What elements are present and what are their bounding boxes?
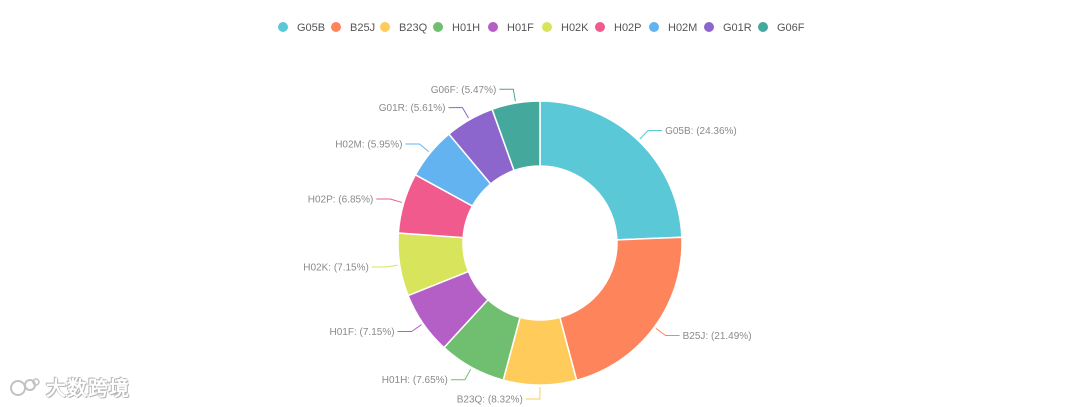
label-line [371, 264, 398, 268]
legend-item-h02p[interactable]: H02P [595, 22, 642, 34]
label-line [639, 129, 663, 140]
legend-label: B25J [350, 22, 375, 34]
legend-marker [758, 22, 768, 32]
label-line [499, 88, 516, 102]
slice-label-h02m: H02M: (5.95%) [335, 139, 402, 150]
legend-marker [433, 22, 443, 32]
slice-label-g06f: G06F: (5.47%) [431, 85, 497, 96]
legend-marker [278, 22, 288, 32]
legend-label: G05B [297, 22, 325, 34]
legend-label: G01R [723, 22, 752, 34]
legend-item-g05b[interactable]: G05B [278, 22, 325, 34]
legend-label: H02P [614, 22, 642, 34]
label-line [450, 368, 472, 381]
legend-item-b23q[interactable]: B23Q [380, 22, 428, 34]
legend-marker [595, 22, 605, 32]
watermark-text: 大数跨境 [46, 378, 130, 400]
legend-label: H02M [668, 22, 697, 34]
slice-b25j[interactable] [558, 236, 683, 382]
slice-label-g01r: G01R: (5.61%) [379, 103, 446, 114]
legend-item-h01h[interactable]: H01H [433, 22, 480, 34]
donut-slices [397, 100, 683, 386]
slice-label-b25j: B25J: (21.49%) [683, 331, 752, 342]
legend-marker [704, 22, 714, 32]
legend-item-b25j[interactable]: B25J [331, 22, 375, 34]
legend-marker [488, 22, 498, 32]
slice-g05b[interactable] [539, 100, 683, 241]
legend-item-g01r[interactable]: G01R [704, 22, 752, 34]
label-line [448, 107, 469, 119]
slice-label-b23q: B23Q: (8.32%) [457, 394, 523, 405]
legend-marker [542, 22, 552, 32]
slice-g06f[interactable] [491, 100, 541, 172]
legend[interactable]: G05B B25J B23Q H01H H01F H02K H02P H02M G01R G06F [278, 22, 805, 34]
legend-label: H02K [561, 22, 589, 34]
label-line [405, 143, 430, 152]
slice-label-h01f: H01F: (7.15%) [330, 327, 395, 338]
slice-label-g05b: G05B: (24.36%) [665, 126, 737, 137]
legend-marker [649, 22, 659, 32]
label-line [397, 324, 422, 333]
legend-marker [380, 22, 390, 32]
legend-label: G06F [777, 22, 805, 34]
label-line [525, 386, 541, 400]
slice-label-h01h: H01H: (7.65%) [382, 375, 448, 386]
legend-item-h02m[interactable]: H02M [649, 22, 697, 34]
slice-label-h02p: H02P: (6.85%) [308, 195, 374, 206]
legend-marker [331, 22, 341, 32]
legend-label: H01H [452, 22, 480, 34]
legend-label: H01F [507, 22, 534, 34]
legend-item-h01f[interactable]: H01F [488, 22, 534, 34]
label-line [655, 328, 680, 337]
legend-label: B23Q [399, 22, 428, 34]
watermark: 大数跨境 [10, 372, 130, 401]
legend-item-g06f[interactable]: G06F [758, 22, 805, 34]
slice-label-h02k: H02K: (7.15%) [303, 262, 369, 273]
logo-icon [10, 377, 40, 396]
legend-item-h02k[interactable]: H02K [542, 22, 589, 34]
label-line [376, 198, 402, 203]
slice-labels: G05B: (24.36%) B25J: (21.49%) B23Q: (8.32%… [303, 85, 751, 406]
